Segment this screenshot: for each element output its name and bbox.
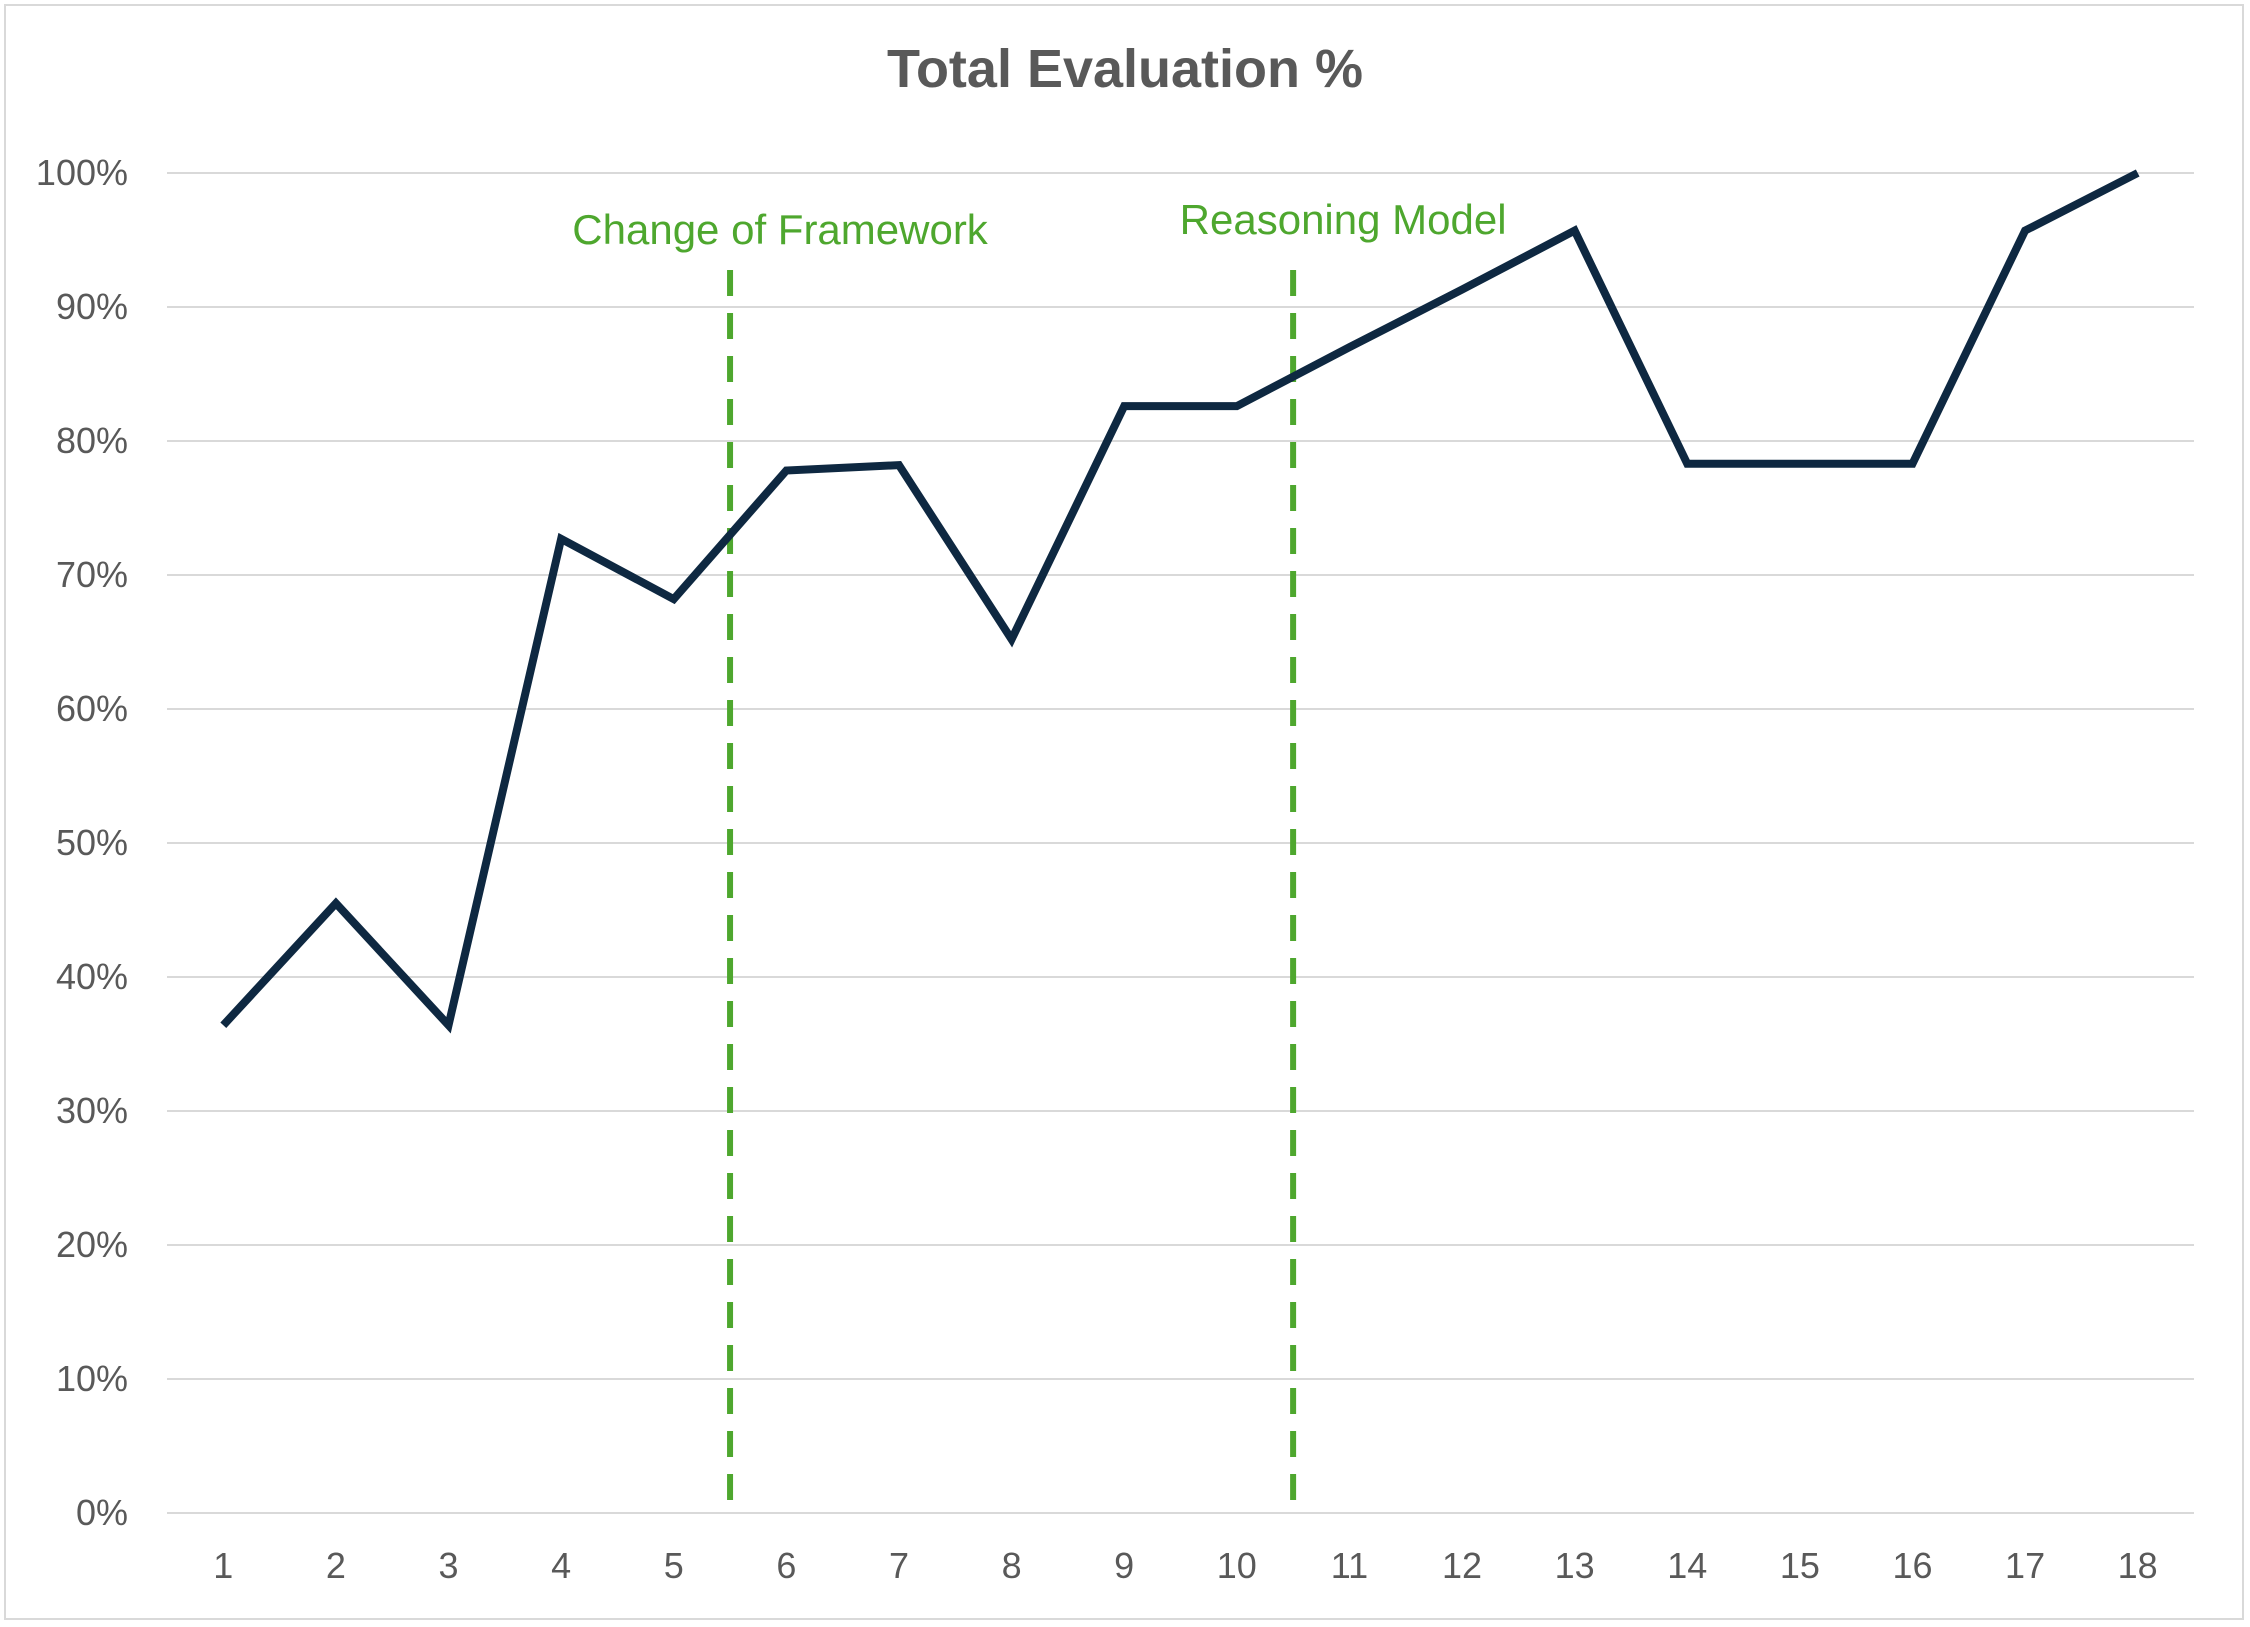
x-tick-label: 10 (1217, 1545, 1257, 1586)
x-tick-label: 9 (1114, 1545, 1134, 1586)
grid-lines (167, 172, 2194, 1514)
y-tick-label: 30% (56, 1090, 128, 1131)
x-tick-label: 4 (551, 1545, 571, 1586)
x-tick-label: 1 (213, 1545, 233, 1586)
y-tick-label: 0% (76, 1492, 128, 1533)
annotation-label: Reasoning Model (1180, 196, 1507, 243)
x-tick-label: 16 (1892, 1545, 1932, 1586)
annotation-label: Change of Framework (572, 206, 989, 253)
annotations: Change of Framework Reasoning Model (572, 196, 1507, 1505)
y-tick-label: 20% (56, 1224, 128, 1265)
chart-frame (4, 4, 2244, 1620)
y-tick-label: 80% (56, 420, 128, 461)
chart-title: Total Evaluation % (886, 39, 1364, 99)
x-tick-label: 6 (776, 1545, 796, 1586)
x-tick-label: 11 (1331, 1545, 1368, 1586)
x-tick-label: 13 (1555, 1545, 1595, 1586)
y-tick-label: 50% (56, 822, 128, 863)
series (220, 169, 2140, 1034)
x-tick-label: 12 (1442, 1545, 1482, 1586)
y-tick-label: 100% (36, 152, 128, 193)
x-axis-ticks: 1 2 3 4 5 6 7 8 9 10 11 12 13 14 15 16 17 18 (213, 1545, 2157, 1586)
x-tick-label: 15 (1780, 1545, 1820, 1586)
y-axis-ticks: 0% 10% 20% 30% 40% 50% 60% 70% 80% 90% 100% (36, 152, 128, 1533)
x-tick-label: 2 (326, 1545, 346, 1586)
y-tick-label: 10% (56, 1358, 128, 1399)
y-tick-label: 70% (56, 554, 128, 595)
x-tick-label: 17 (2005, 1545, 2045, 1586)
series-line (220, 169, 2140, 1034)
y-tick-label: 90% (56, 286, 128, 327)
x-tick-label: 3 (439, 1545, 459, 1586)
x-tick-label: 7 (889, 1545, 909, 1586)
x-tick-label: 14 (1667, 1545, 1707, 1586)
y-tick-label: 40% (56, 956, 128, 997)
x-tick-label: 8 (1002, 1545, 1022, 1586)
x-tick-label: 5 (664, 1545, 684, 1586)
y-tick-label: 60% (56, 688, 128, 729)
x-tick-label: 18 (2118, 1545, 2158, 1586)
